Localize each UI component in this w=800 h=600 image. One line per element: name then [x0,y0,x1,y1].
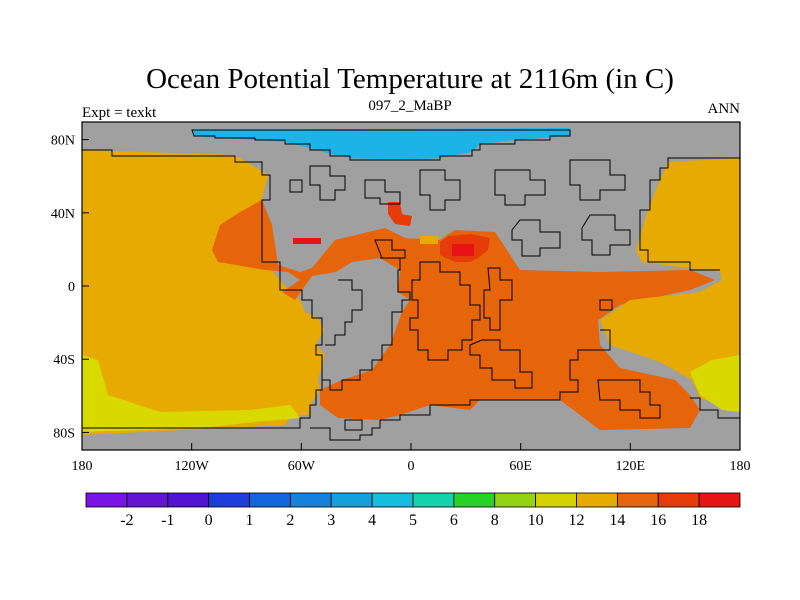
lon-tick-label: 180 [730,459,751,474]
colorbar-swatch [289,492,332,508]
colorbar-swatch [208,492,250,508]
colorbar-label: 16 [650,512,666,529]
colorbar-swatch [494,492,537,508]
lat-tick-label: 0 [68,280,75,295]
colorbar-label: 2 [286,512,294,529]
colorbar-swatch [126,492,169,508]
ocean-region-14-16-atlantic [212,200,715,430]
lon-tick-label: 0 [408,459,415,474]
lon-tick-label: 60W [288,459,316,474]
ocean-region-10-12-west [82,355,300,432]
colorbar-label: 10 [528,512,544,529]
colorbar-swatch [698,492,741,508]
colorbar-label: 1 [246,512,254,529]
colorbar-label: 4 [368,512,376,529]
colorbar-label: 6 [450,512,458,529]
colorbar-label: 0 [205,512,213,529]
latitude-axis: 80N 40N 0 40S 80S [51,134,89,441]
colorbar-label: 18 [691,512,707,529]
colorbar-labels: -2 -1 0 1 2 3 4 5 6 8 10 12 14 16 18 [120,512,707,529]
lon-tick-label: 180 [72,459,93,474]
colorbar-label: -1 [161,512,174,529]
colorbar-swatch [330,492,373,508]
colorbar-label: 8 [491,512,499,529]
colorbar-swatch [576,492,618,508]
experiment-label: Expt = texkt [82,105,157,121]
season-label: ANN [708,101,741,117]
ocean-region-12-14-west [82,150,325,435]
lat-tick-label: 80N [51,134,75,149]
colorbar-swatch [616,492,659,508]
map-title: Ocean Potential Temperature at 2116m (in… [146,63,674,95]
lon-tick-label: 60E [509,459,532,474]
colorbar-label: 12 [569,512,585,529]
colorbar-swatch [371,492,414,508]
colorbar-swatch [249,492,291,508]
colorbar-label: 3 [327,512,335,529]
ocean-region-16-18-north [388,202,412,226]
colorbar-swatch [412,492,455,508]
lat-tick-label: 40N [51,207,75,222]
colorbar [85,492,741,508]
ocean-region-10-12-east [690,355,740,412]
colorbar-swatch [85,492,128,508]
lat-tick-label: 40S [53,353,75,368]
colorbar-swatch [167,492,210,508]
lat-tick-label: 80S [53,426,75,441]
ocean-region-gt18-2 [452,244,474,256]
lon-tick-label: 120E [616,459,646,474]
longitude-axis: 180 120W 60W 0 60E 120E 180 [72,443,751,474]
ocean-region-arctic-cold [192,128,570,160]
period-label: 097_2_MaBP [368,98,451,114]
coastlines [82,129,740,441]
colorbar-label: -2 [120,512,133,529]
colorbar-swatch [453,492,496,508]
colorbar-swatch [657,492,700,508]
colorbar-label: 5 [409,512,417,529]
ocean-region-12-14-east [600,158,740,408]
ocean-region-12-14-inland [420,236,438,244]
map-area [81,121,741,451]
lon-tick-label: 120W [175,459,210,474]
colorbar-label: 14 [609,512,625,529]
ocean-region-gt18-1 [293,238,321,244]
colorbar-swatch [535,492,577,508]
